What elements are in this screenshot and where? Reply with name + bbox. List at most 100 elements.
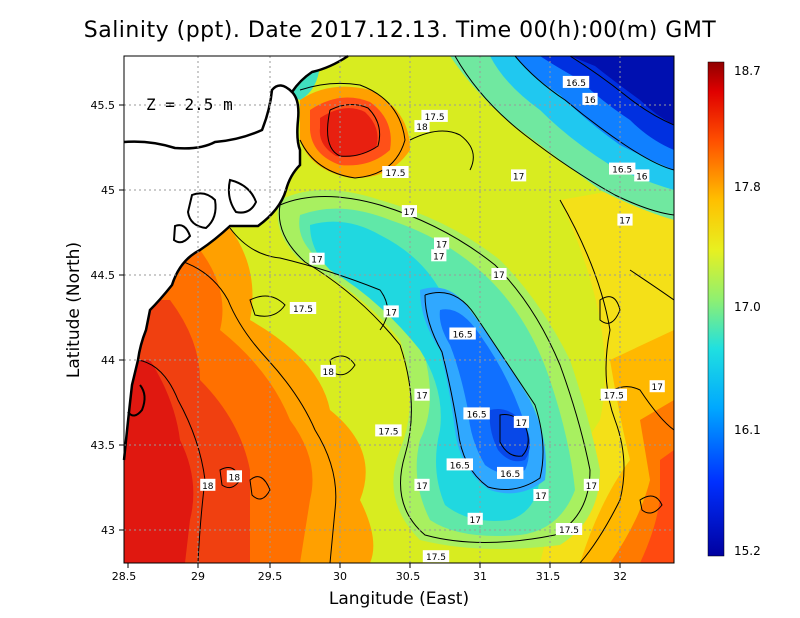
svg-text:16.5: 16.5 [566, 79, 586, 89]
colorbar-label: 17.0 [734, 300, 761, 314]
svg-text:17: 17 [416, 482, 427, 492]
contour-label: 16.5 [497, 466, 524, 480]
x-tick-label: 29.5 [258, 570, 283, 583]
colorbar-label: 17.8 [734, 180, 761, 194]
svg-text:17.5: 17.5 [293, 305, 313, 315]
map-frame [123, 55, 675, 564]
x-tick-label: 30.5 [396, 570, 421, 583]
y-axis: 45.5 45 44.5 44 43.5 43 [91, 99, 124, 537]
contour-label: 16.5 [449, 327, 476, 341]
svg-text:18: 18 [202, 482, 214, 492]
colorbar-gradient [707, 61, 725, 557]
contour-label: 17 [401, 205, 417, 218]
contour-label: 17 [309, 252, 325, 266]
x-tick-label: 29 [191, 570, 205, 583]
y-tick-label: 44.5 [91, 269, 116, 282]
svg-text:17: 17 [516, 419, 527, 429]
contour-label: 17 [431, 249, 447, 262]
contour-label: 17 [414, 478, 430, 492]
x-tick-label: 31.5 [536, 570, 561, 583]
svg-text:17: 17 [619, 217, 630, 227]
map-title: Salinity (ppt). Date 2017.12.13. Time 00… [83, 18, 717, 43]
svg-text:17: 17 [513, 172, 524, 182]
svg-text:17.5: 17.5 [378, 427, 398, 437]
x-axis-label: Langitude (East) [328, 589, 470, 609]
contour-label: 17.5 [600, 388, 627, 402]
contour-label: 17.5 [289, 302, 317, 315]
contour-label: 17 [533, 489, 549, 502]
contour-label: 17 [649, 380, 665, 393]
contour-label: 17 [511, 169, 527, 182]
y-axis-label: Latitude (North) [64, 241, 84, 379]
contour-label: 18 [200, 478, 216, 492]
contour-label: 18 [320, 364, 336, 378]
svg-text:17.5: 17.5 [385, 169, 405, 179]
contour-label: 17 [583, 478, 599, 492]
svg-text:16: 16 [636, 172, 648, 182]
contour-label: 17 [383, 305, 399, 318]
svg-text:17: 17 [651, 383, 662, 393]
y-tick-label: 45.5 [91, 99, 116, 112]
contour-label: 17.5 [421, 109, 448, 123]
contour-label: 16 [634, 169, 650, 182]
colorbar-label: 16.1 [734, 423, 761, 437]
svg-text:18: 18 [322, 368, 334, 378]
svg-text:17: 17 [433, 252, 444, 262]
contour-label: 17 [491, 268, 507, 281]
contour-label: 17.5 [555, 523, 583, 536]
svg-text:17.5: 17.5 [604, 392, 624, 402]
colorbar-label: 15.2 [734, 544, 761, 558]
svg-text:16.5: 16.5 [467, 410, 487, 420]
svg-text:18: 18 [229, 473, 241, 483]
svg-text:18: 18 [416, 123, 428, 133]
y-tick-label: 44 [101, 354, 115, 367]
contour-label: 17 [617, 213, 633, 227]
svg-text:16.5: 16.5 [612, 166, 632, 176]
y-tick-label: 45 [101, 184, 115, 197]
svg-text:17: 17 [493, 271, 504, 281]
svg-text:16: 16 [584, 96, 596, 106]
svg-text:17: 17 [469, 516, 480, 526]
x-tick-label: 30 [333, 570, 347, 583]
contour-label: 16 [582, 92, 598, 106]
graticule [124, 56, 674, 563]
contour-label: 17 [467, 512, 483, 526]
contour-label: 18 [226, 470, 242, 483]
y-tick-label: 43.5 [91, 439, 116, 452]
x-tick-label: 32 [613, 570, 627, 583]
y-tick-label: 43 [101, 524, 115, 537]
contour-label: 17.5 [422, 550, 450, 563]
colorbar-label: 18.7 [734, 64, 761, 78]
contour-label: 17.5 [382, 166, 409, 179]
salinity-field [124, 56, 674, 563]
contour-label: 16.5 [463, 407, 490, 420]
svg-text:17.5: 17.5 [425, 113, 445, 123]
svg-text:16.5: 16.5 [453, 331, 473, 341]
contour-label: 16.5 [562, 75, 590, 89]
svg-text:17: 17 [311, 256, 322, 266]
svg-text:17: 17 [385, 308, 396, 318]
svg-text:17.5: 17.5 [426, 553, 446, 563]
svg-text:16.5: 16.5 [500, 470, 520, 480]
x-axis: 28.5 29 29.5 30 30.5 31 31.5 32 [112, 563, 627, 583]
svg-text:17: 17 [416, 392, 427, 402]
colorbar: 18.7 17.8 17.0 16.1 15.2 [707, 61, 761, 558]
svg-text:17: 17 [586, 482, 597, 492]
contour-label: 17 [434, 237, 450, 250]
svg-text:17: 17 [535, 492, 546, 502]
depth-label: Z = 2.5 m [146, 95, 233, 114]
svg-text:17: 17 [436, 240, 447, 250]
contour-label: 17 [513, 415, 529, 429]
contour-label: 17.5 [375, 424, 402, 437]
x-tick-label: 31 [473, 570, 487, 583]
contour-label: 17 [414, 388, 430, 402]
land-mass [122, 54, 349, 461]
svg-text:17: 17 [404, 208, 415, 218]
svg-text:16.5: 16.5 [450, 461, 470, 471]
contour-label: 16.5 [609, 162, 636, 176]
contour-label: 18 [414, 120, 430, 133]
contour-label: 16.5 [446, 458, 473, 471]
svg-text:17.5: 17.5 [559, 526, 579, 536]
